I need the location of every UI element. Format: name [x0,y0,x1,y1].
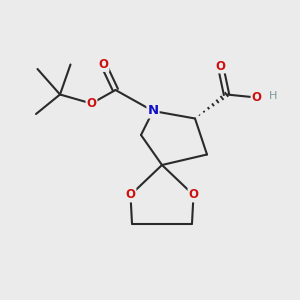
Text: O: O [125,188,136,202]
Text: O: O [98,58,109,71]
Text: N: N [147,104,159,118]
Text: H: H [269,91,278,101]
Text: O: O [188,188,199,202]
Text: O: O [215,59,226,73]
Text: O: O [86,97,97,110]
Text: O: O [251,91,262,104]
